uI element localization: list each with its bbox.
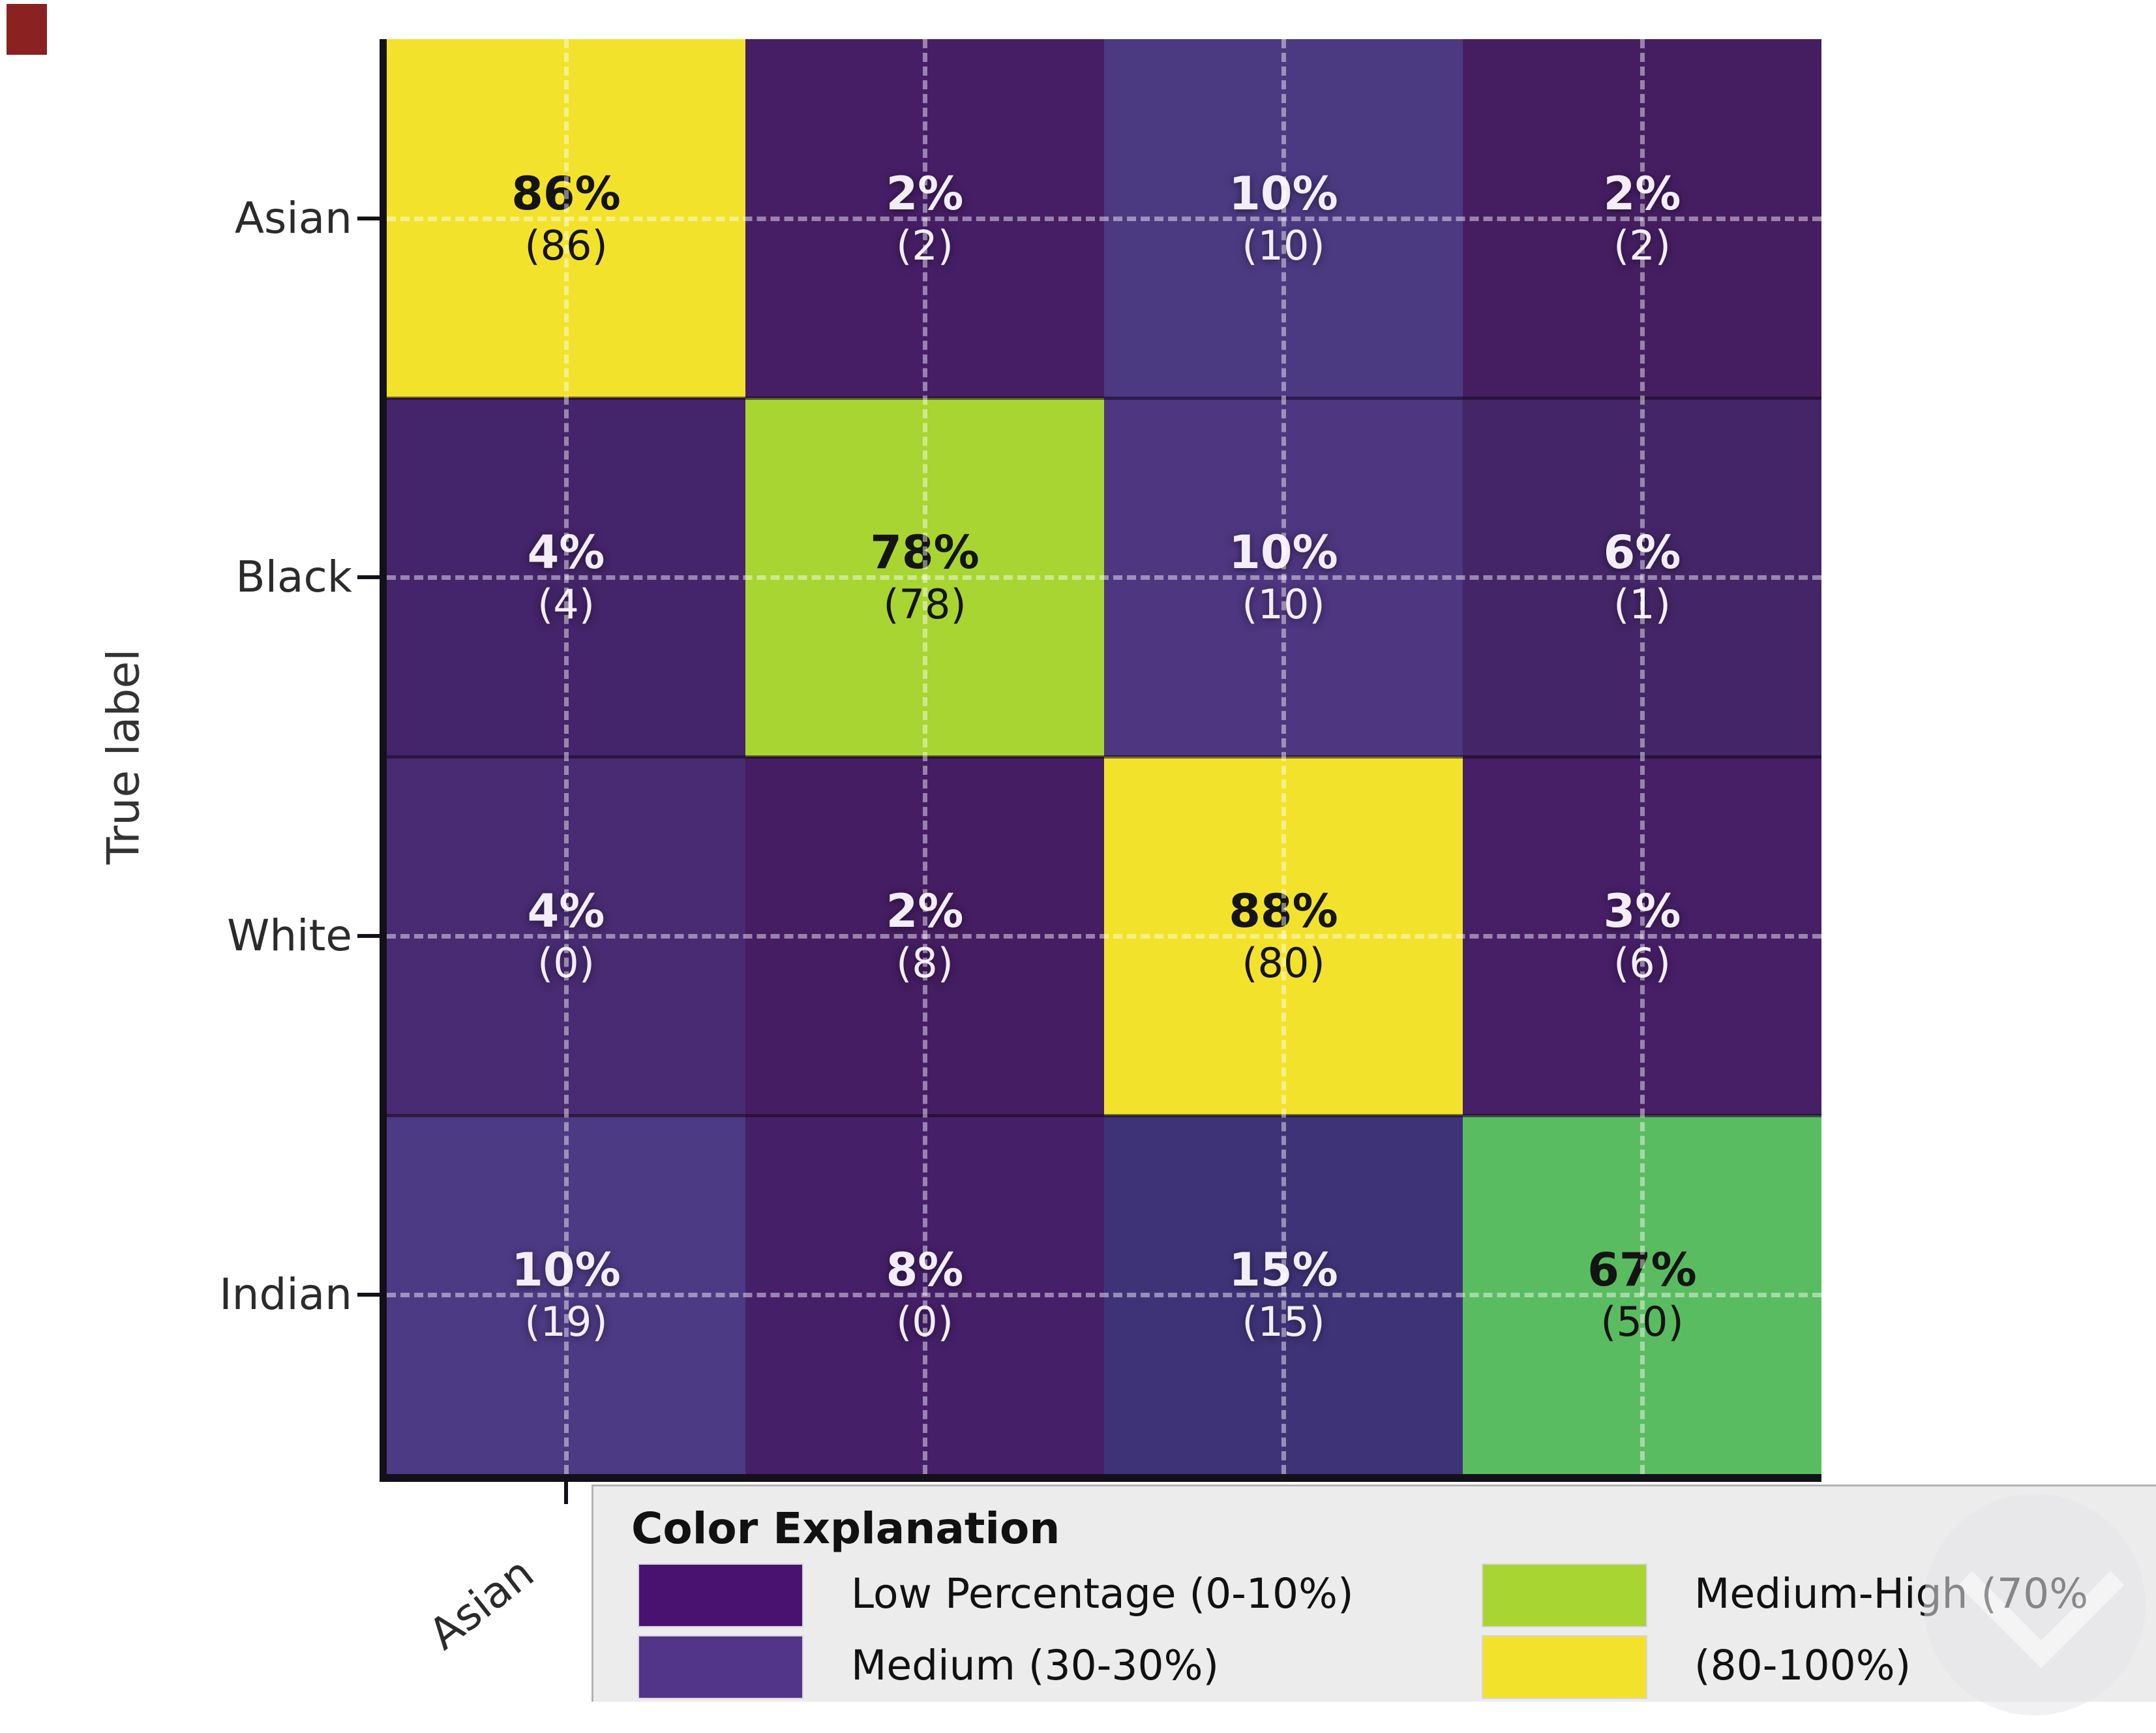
legend-label: Low Percentage (0-10%) — [851, 1570, 1354, 1618]
bottom-axis-spine — [380, 1474, 1821, 1482]
cell-count: (4) — [537, 580, 595, 628]
legend-title: Color Explanation — [631, 1503, 1060, 1554]
cell-count: (10) — [1242, 580, 1325, 628]
legend-swatch — [1482, 1635, 1647, 1699]
cell-count: (10) — [1242, 222, 1325, 269]
matrix-cell: 15% (15) — [1104, 1115, 1463, 1474]
gridline-vertical — [1281, 39, 1286, 1474]
cell-percent: 6% — [1603, 526, 1681, 579]
y-tick-mark — [357, 1293, 382, 1297]
watermark-check-icon — [1958, 1501, 2125, 1668]
matrix-cell: 3% (6) — [1463, 757, 1821, 1115]
cell-count: (78) — [883, 580, 966, 628]
cell-count: (80) — [1242, 939, 1325, 987]
gridline-horizontal — [387, 1293, 1821, 1297]
row-divider — [387, 397, 1821, 400]
matrix-cell: 4% (0) — [387, 757, 745, 1115]
cell-count: (50) — [1600, 1298, 1684, 1346]
matrix-cell: 8% (0) — [745, 1115, 1104, 1474]
matrix-cell: 4% (4) — [387, 398, 745, 757]
gridline-vertical — [564, 39, 569, 1474]
cell-count: (86) — [524, 222, 608, 269]
cell-percent: 4% — [527, 526, 605, 579]
y-tick-mark — [357, 934, 382, 938]
legend-label: (80-100%) — [1694, 1642, 1911, 1689]
cell-count: (0) — [537, 939, 595, 987]
matrix-cell: 2% (2) — [1463, 39, 1821, 398]
cell-percent: 2% — [1603, 167, 1681, 220]
matrix-cell: 2% (8) — [745, 757, 1104, 1115]
matrix-cell: 88% (80) — [1104, 757, 1463, 1115]
gridline-horizontal — [387, 575, 1821, 580]
cell-percent: 88% — [1229, 884, 1338, 938]
cell-count: (19) — [524, 1298, 608, 1346]
gridline-vertical — [923, 39, 927, 1474]
y-tick-label: Black — [235, 552, 352, 602]
legend-swatch — [638, 1563, 803, 1627]
cell-count: (1) — [1613, 580, 1671, 628]
cell-count: (8) — [896, 939, 953, 987]
matrix-cell: 67% (50) — [1463, 1115, 1821, 1474]
gridline-horizontal — [387, 217, 1821, 221]
cell-percent: 2% — [886, 167, 964, 220]
cell-percent: 2% — [886, 884, 964, 938]
cell-percent: 67% — [1587, 1243, 1697, 1297]
cell-percent: 8% — [886, 1243, 964, 1297]
legend-swatch — [1482, 1563, 1647, 1627]
cell-count: (2) — [896, 222, 953, 269]
x-tick-mark — [564, 1482, 568, 1504]
watermark-circle — [1924, 1494, 2146, 1715]
row-divider — [387, 1114, 1821, 1117]
y-tick-label: Indian — [219, 1269, 352, 1319]
matrix-cell: 2% (2) — [745, 39, 1104, 398]
matrix-cell: 10% (19) — [387, 1115, 745, 1474]
cell-percent: 15% — [1229, 1243, 1338, 1297]
matrix-cell: 10% (10) — [1104, 398, 1463, 757]
matrix-cell: 6% (1) — [1463, 398, 1821, 757]
row-divider — [387, 755, 1821, 759]
red-corner-marker — [7, 4, 47, 55]
cell-count: (0) — [896, 1298, 953, 1346]
cell-percent: 78% — [870, 526, 980, 579]
matrix-cell: 78% (78) — [745, 398, 1104, 757]
gridline-horizontal — [387, 934, 1821, 939]
legend-label: Medium (30-30%) — [851, 1642, 1220, 1689]
y-tick-mark — [357, 217, 382, 220]
confusion-matrix: 86% (86) 2% (2) 10% (10) 2% (2) 4% (4) 78% (78) 10%(… — [387, 39, 1821, 1474]
cell-percent: 4% — [527, 884, 605, 938]
cell-percent: 10% — [511, 1243, 621, 1297]
y-tick-label: Asian — [234, 193, 352, 243]
left-axis-spine — [380, 39, 387, 1482]
y-axis-label: True label — [98, 648, 150, 865]
cell-count: (15) — [1242, 1298, 1325, 1346]
cell-percent: 10% — [1229, 526, 1338, 579]
matrix-cell: 10% (10) — [1104, 39, 1463, 398]
legend-swatch — [638, 1635, 803, 1699]
matrix-cell: 86% (86) — [387, 39, 745, 398]
cell-count: (2) — [1613, 222, 1671, 269]
cell-percent: 86% — [511, 167, 621, 220]
cell-percent: 10% — [1229, 167, 1338, 220]
x-tick-label-asian: Asian — [419, 1547, 543, 1660]
gridline-vertical — [1640, 39, 1645, 1474]
cell-percent: 3% — [1603, 884, 1681, 938]
cell-count: (6) — [1613, 939, 1671, 987]
color-legend: Color Explanation Low Percentage (0-10%)… — [591, 1484, 2156, 1702]
y-tick-label: White — [227, 911, 352, 961]
y-tick-mark — [357, 575, 382, 579]
